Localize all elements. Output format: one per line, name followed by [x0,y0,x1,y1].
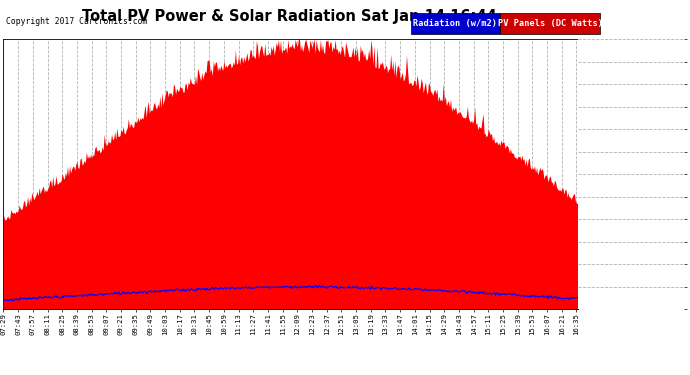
Text: Total PV Power & Solar Radiation Sat Jan 14 16:44: Total PV Power & Solar Radiation Sat Jan… [83,9,497,24]
Text: Copyright 2017 Cartronics.com: Copyright 2017 Cartronics.com [6,17,147,26]
Text: Radiation (w/m2): Radiation (w/m2) [413,19,497,28]
Text: PV Panels (DC Watts): PV Panels (DC Watts) [497,19,603,28]
